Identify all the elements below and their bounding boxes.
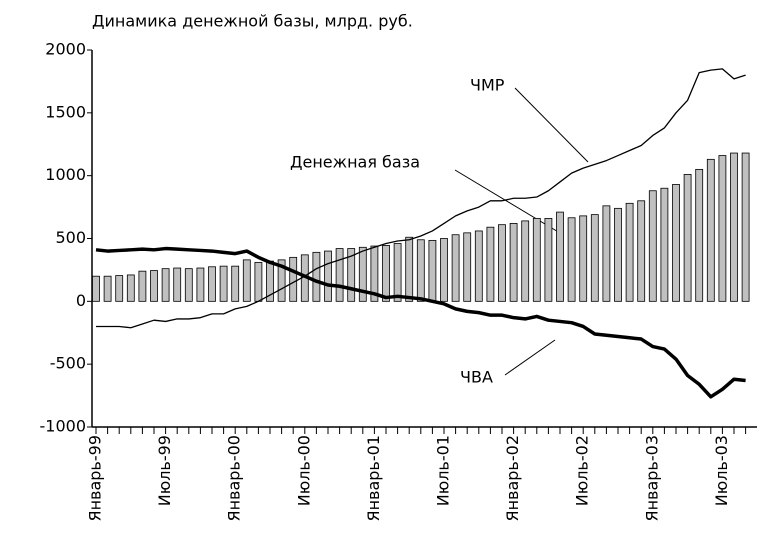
bar bbox=[428, 239, 437, 302]
bar bbox=[242, 259, 251, 302]
y-tick-label: 500 bbox=[55, 228, 86, 247]
bar bbox=[138, 270, 147, 302]
bar bbox=[451, 234, 460, 302]
bar bbox=[672, 184, 680, 302]
bar bbox=[312, 251, 321, 302]
x-tick-label: Январь-99 bbox=[86, 435, 105, 522]
bar bbox=[115, 275, 124, 302]
y-tick-label: 2000 bbox=[45, 40, 86, 59]
y-tick-label: 1000 bbox=[45, 165, 86, 184]
bar bbox=[474, 230, 483, 302]
bar bbox=[695, 168, 704, 302]
bar bbox=[254, 261, 263, 302]
bar bbox=[579, 215, 588, 302]
annotation: Денежная база bbox=[290, 153, 420, 172]
bar bbox=[498, 224, 506, 302]
bar bbox=[625, 202, 634, 302]
bar bbox=[184, 268, 193, 302]
bar bbox=[324, 250, 332, 302]
bar bbox=[706, 158, 715, 302]
x-tick-label: Июль-00 bbox=[294, 435, 313, 506]
bar bbox=[335, 248, 344, 302]
y-tick-label: 1500 bbox=[45, 102, 86, 121]
y-tick-label: -1000 bbox=[40, 417, 87, 436]
line bbox=[96, 68, 746, 329]
bar bbox=[347, 248, 356, 302]
bar bbox=[277, 259, 286, 302]
bar bbox=[358, 246, 367, 302]
bar bbox=[370, 245, 379, 302]
y-tick-label: 0 bbox=[76, 291, 86, 310]
x-tick-label: Июль-02 bbox=[573, 435, 592, 506]
bar bbox=[486, 226, 495, 302]
bar bbox=[103, 275, 112, 302]
bar bbox=[730, 152, 738, 302]
bar bbox=[532, 217, 541, 302]
x-tick-label: Январь-02 bbox=[503, 435, 522, 522]
leader-line bbox=[454, 169, 561, 234]
bar bbox=[416, 239, 425, 302]
line bbox=[95, 246, 746, 399]
leader-line bbox=[504, 339, 556, 376]
bar bbox=[289, 256, 298, 302]
bar bbox=[196, 267, 205, 302]
bar bbox=[219, 265, 228, 302]
bar bbox=[161, 268, 170, 302]
bar bbox=[741, 152, 750, 302]
bar bbox=[660, 187, 669, 302]
y-tick-label: -500 bbox=[50, 354, 86, 373]
bar bbox=[544, 217, 553, 302]
bar bbox=[509, 223, 518, 302]
x-tick-label: Июль-99 bbox=[155, 435, 174, 506]
bar bbox=[208, 266, 216, 302]
bar bbox=[440, 238, 448, 302]
bar bbox=[602, 205, 611, 302]
bar bbox=[521, 220, 530, 302]
bar bbox=[231, 265, 240, 302]
bar bbox=[614, 207, 622, 302]
leader-line bbox=[514, 87, 589, 163]
x-tick-label: Январь-03 bbox=[642, 435, 661, 522]
x-tick-label: Январь-00 bbox=[225, 435, 244, 522]
x-tick-label: Июль-01 bbox=[434, 435, 453, 506]
bar bbox=[637, 200, 646, 302]
bar bbox=[405, 236, 414, 302]
bar bbox=[463, 232, 472, 302]
annotation: ЧВА bbox=[460, 368, 493, 387]
x-tick-label: Июль-03 bbox=[712, 435, 731, 506]
bar bbox=[393, 243, 402, 302]
chart-title: Динамика денежной базы, млрд. руб. bbox=[92, 12, 413, 31]
annotation: ЧМР bbox=[470, 76, 505, 95]
bar bbox=[683, 174, 692, 302]
bar bbox=[92, 275, 100, 302]
bar bbox=[382, 245, 390, 302]
bar bbox=[126, 274, 135, 302]
bar bbox=[556, 211, 564, 302]
bar bbox=[173, 267, 182, 302]
x-tick-label: Январь-01 bbox=[364, 435, 383, 522]
bar bbox=[590, 214, 599, 302]
bar bbox=[718, 155, 727, 302]
bar bbox=[648, 190, 657, 302]
bar bbox=[150, 270, 158, 302]
bar bbox=[567, 217, 576, 302]
